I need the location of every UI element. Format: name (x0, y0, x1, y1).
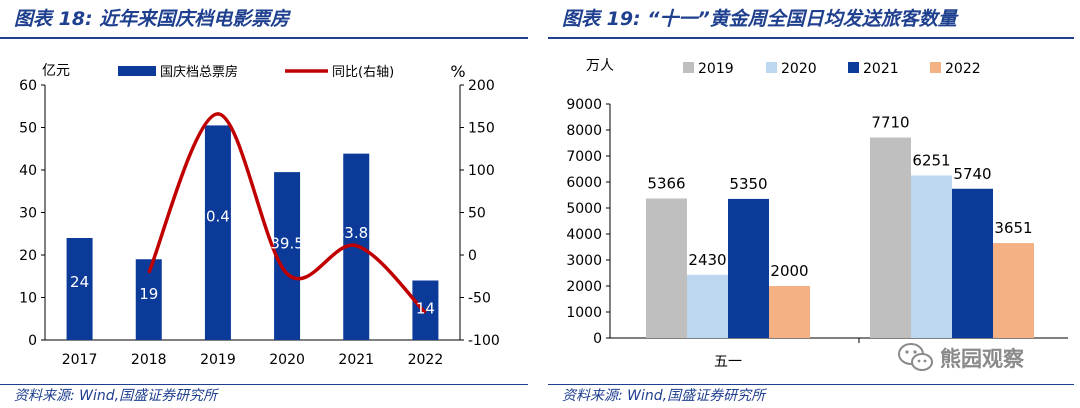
title-rule (0, 37, 528, 39)
box-office-value-label: 39.5 (270, 235, 303, 253)
y-tick-label-right: 50 (468, 206, 486, 222)
legend-swatch (848, 62, 859, 73)
y-axis-label: 万人 (586, 58, 614, 74)
passenger-panel: 图表 19: “十一”黄金周全国日均发送旅客数量 0 1000 2000 3000 40… (548, 0, 1080, 408)
box-office-value-label: 24 (70, 273, 89, 291)
box-office-chart: 0 10 20 30 40 50 60 -100 -50 0 50 100 150 200 亿元 % 2017 2… (19, 62, 500, 368)
box-office-bar (204, 125, 231, 340)
passenger-bar (952, 188, 993, 338)
y-tick-label: 8000 (566, 123, 602, 139)
watermark-text: 熊园观察 (940, 347, 1024, 371)
y-tick-label: 4000 (566, 227, 602, 243)
y-tick-label-left: 20 (19, 248, 37, 264)
passenger-bar (646, 198, 687, 338)
y-tick-label-right: -100 (468, 333, 500, 349)
passenger-value-label: 2000 (770, 262, 808, 280)
x-tick-label: 2020 (269, 352, 305, 368)
y-tick-label-left: 10 (19, 291, 37, 307)
legend-swatch (766, 62, 777, 73)
y-tick-label-right: 0 (468, 248, 477, 264)
passenger-bar (993, 243, 1034, 338)
x-tick-label: 五一 (714, 354, 742, 370)
passenger-bar (728, 198, 769, 338)
y-tick-label-left: 50 (19, 121, 37, 137)
box-office-panel: 图表 18: 近年来国庆档电影票房 0 10 20 30 40 50 60 -100 -50 0 5… (0, 0, 534, 408)
y-tick-label-left: 40 (19, 163, 37, 179)
passenger-bar (687, 274, 728, 338)
watermark: 熊园观察 (896, 340, 1066, 376)
y-tick-label: 5000 (566, 201, 602, 217)
box-office-bar (412, 280, 439, 340)
passenger-bar (769, 286, 810, 338)
passenger-value-label: 7710 (871, 114, 909, 132)
passenger-value-label: 3651 (994, 219, 1032, 237)
passenger-bar (870, 137, 911, 338)
passenger-value-label: 5740 (953, 165, 991, 183)
y-tick-label: 9000 (566, 97, 602, 113)
y-tick-label-right: 150 (468, 121, 495, 137)
legend-label-box-office: 国庆档总票房 (160, 64, 238, 80)
box-office-value-label: 50.49 (196, 208, 239, 226)
box-office-value-label: 43.85 (335, 224, 378, 242)
y-tick-label: 3000 (566, 253, 602, 269)
x-tick-label: 2017 (62, 352, 98, 368)
legend-label-yoy: 同比(右轴) (332, 65, 394, 80)
y-tick-label-left: 60 (19, 78, 37, 94)
y-tick-label: 2000 (566, 279, 602, 295)
passenger-bar (911, 175, 952, 338)
source-rule (0, 384, 528, 385)
passenger-title: 图表 19: “十一”黄金周全国日均发送旅客数量 (562, 8, 957, 30)
legend-swatch (930, 62, 941, 73)
legend-label: 2022 (945, 61, 981, 77)
passenger-source: 资料来源: Wind,国盛证券研究所 (562, 388, 766, 404)
box-office-bar (274, 172, 301, 340)
legend-label: 2021 (863, 61, 899, 77)
x-tick-label: 2018 (131, 352, 167, 368)
y-tick-label: 1000 (566, 305, 602, 321)
title-rule (548, 37, 1074, 39)
box-office-value-label: 14 (416, 300, 435, 318)
box-office-source: 资料来源: Wind,国盛证券研究所 (14, 388, 218, 404)
box-office-bar (66, 238, 93, 340)
wechat-icon (898, 343, 933, 371)
y-tick-label-right: 200 (468, 78, 495, 94)
legend-swatch-box-office (118, 66, 156, 76)
y-tick-label: 7000 (566, 149, 602, 165)
y-tick-label: 6000 (566, 175, 602, 191)
y-tick-label-left: 30 (19, 206, 37, 222)
passenger-value-label: 5350 (729, 175, 767, 193)
passenger-value-label: 6251 (912, 151, 950, 169)
box-office-value-label: 19 (139, 285, 158, 303)
legend-label: 2019 (698, 61, 734, 77)
y-axis-label-left: 亿元 (42, 63, 70, 79)
source-rule (548, 384, 1074, 385)
legend-label: 2020 (781, 61, 817, 77)
y-tick-label-left: 0 (28, 333, 37, 349)
y-tick-label: 0 (593, 331, 602, 347)
x-tick-label: 2019 (200, 352, 236, 368)
passenger-chart: 0 1000 2000 3000 4000 5000 6000 7000 8000 9000 万人 5… (566, 58, 1068, 370)
x-tick-label: 2021 (338, 352, 374, 368)
box-office-title: 图表 18: 近年来国庆档电影票房 (14, 8, 290, 30)
x-tick-label: 2022 (408, 352, 444, 368)
passenger-value-label: 2430 (688, 251, 726, 269)
yoy-line (147, 112, 427, 315)
y-tick-label-right: -50 (468, 291, 491, 307)
passenger-value-label: 5366 (647, 174, 685, 192)
y-axis-label-right: % (450, 62, 465, 81)
y-tick-label-right: 100 (468, 163, 495, 179)
legend-swatch (683, 62, 694, 73)
